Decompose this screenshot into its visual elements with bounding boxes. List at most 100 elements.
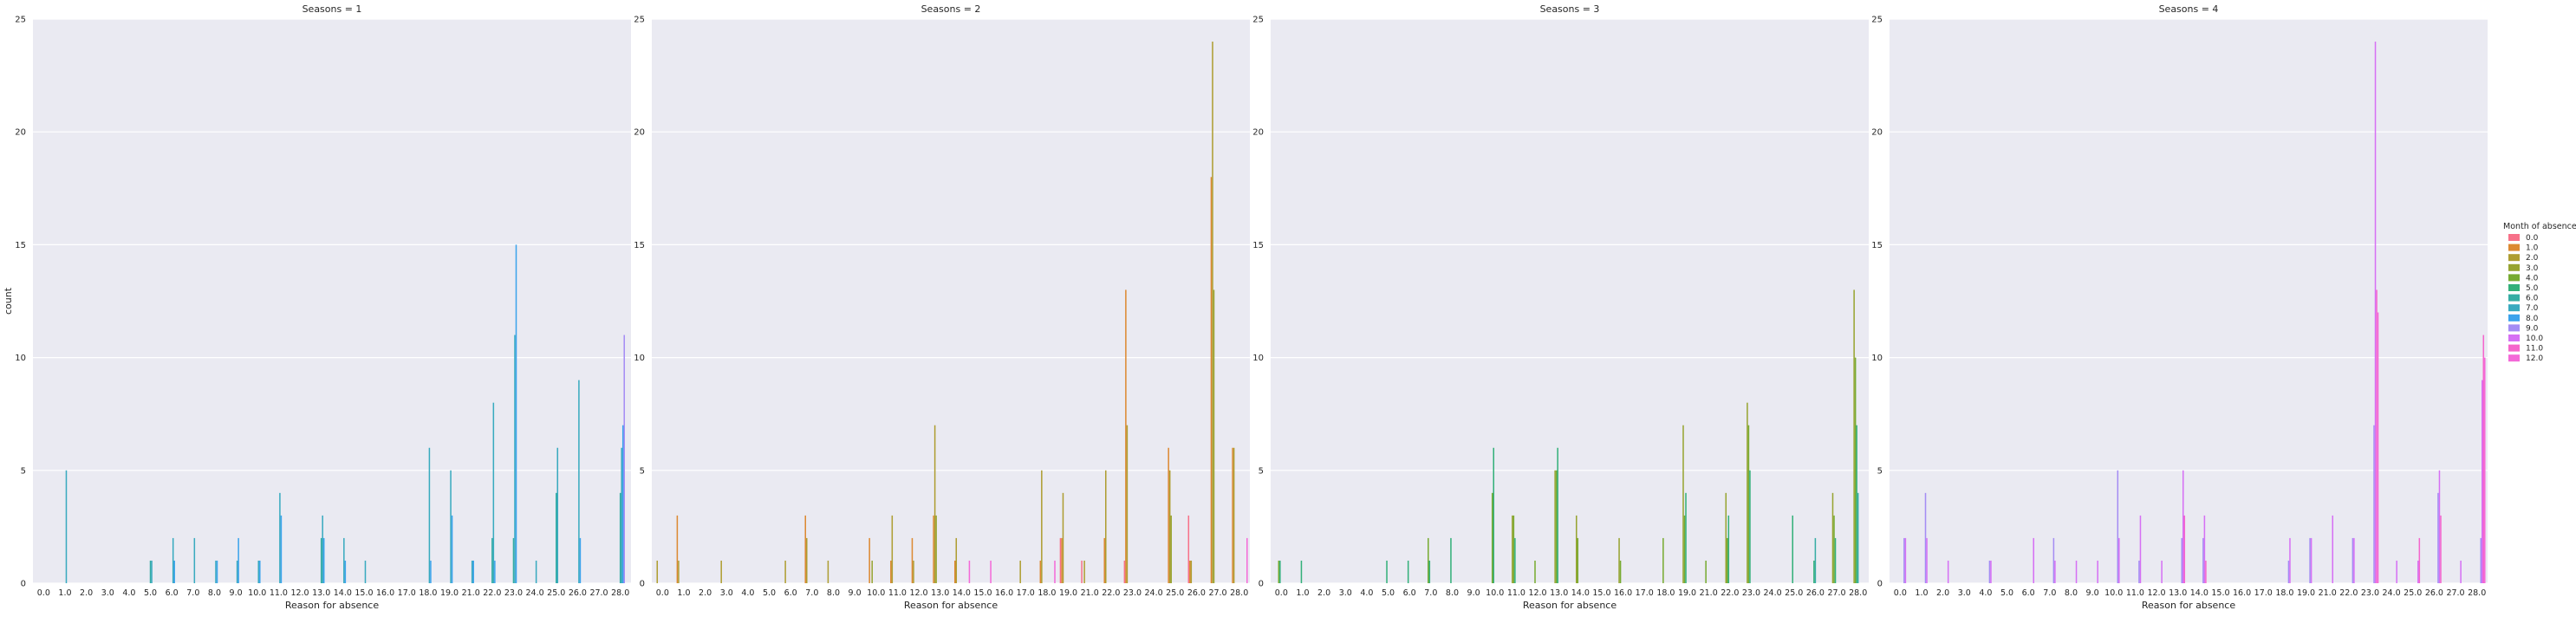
y-tick-label: 10	[1252, 354, 1264, 363]
x-tick-label: 14.0	[953, 588, 971, 598]
x-tick-label: 25.0	[2404, 588, 2422, 598]
bar	[1125, 289, 1127, 583]
y-tick-label: 10	[1871, 354, 1883, 363]
x-tick-label: 0.0	[656, 588, 669, 598]
x-tick-label: 26.0	[569, 588, 587, 598]
x-tick-label: 0.0	[37, 588, 50, 598]
x-tick-label: 6.0	[166, 588, 179, 598]
bar	[2310, 537, 2313, 583]
bar	[1813, 560, 1815, 583]
bar	[1232, 447, 1233, 583]
x-axis-label: Reason for absence	[904, 600, 998, 611]
bar	[1061, 537, 1063, 583]
plot-area	[33, 19, 631, 583]
x-tick-label: 6.0	[784, 588, 797, 598]
x-tick-label: 19.0	[1059, 588, 1077, 598]
bar	[1814, 537, 1817, 583]
bar	[2484, 357, 2486, 583]
x-tick-label: 7.0	[186, 588, 199, 598]
y-tick-label: 20	[15, 128, 26, 138]
bar	[1246, 537, 1248, 583]
x-tick-label: 26.0	[1806, 588, 1825, 598]
x-tick-label: 11.0	[1507, 588, 1525, 598]
facet-panel: 0 5 10 15 20 25 0.0 1.0 2.0 3.0 4.0 5.0 6.0 7.0 8.0 9.0…	[634, 3, 1250, 611]
bar	[556, 447, 559, 583]
bar	[2332, 515, 2334, 583]
y-tick-label: 0	[21, 580, 26, 589]
bar	[1857, 492, 1859, 583]
legend-label: 6.0	[2526, 295, 2539, 303]
legend-label: 0.0	[2526, 234, 2539, 243]
x-tick-label: 16.0	[995, 588, 1013, 598]
x-tick-label: 28.0	[2468, 588, 2486, 598]
legend-swatch	[2508, 354, 2520, 362]
bar	[1831, 492, 1834, 583]
bar	[512, 537, 515, 583]
bar	[2287, 560, 2290, 583]
y-tick-label: 15	[1871, 241, 1883, 250]
bar	[1903, 537, 1905, 583]
bar	[1512, 515, 1515, 583]
x-tick-label: 10.0	[2104, 588, 2123, 598]
x-tick-label: 27.0	[2446, 588, 2464, 598]
x-tick-label: 16.0	[376, 588, 394, 598]
bar	[430, 560, 432, 583]
x-tick-label: 28.0	[611, 588, 629, 598]
x-tick-label: 16.0	[1614, 588, 1632, 598]
bar	[1019, 560, 1021, 583]
x-tick-label: 16.0	[2233, 588, 2251, 598]
legend-label: 3.0	[2526, 264, 2539, 273]
bar	[1853, 289, 1855, 583]
x-tick-label: 27.0	[1827, 588, 1845, 598]
x-tick-label: 19.0	[1678, 588, 1696, 598]
bar	[1727, 515, 1730, 583]
bar	[216, 560, 218, 583]
bar	[215, 560, 217, 583]
x-tick-label: 11.0	[888, 588, 907, 598]
bar	[2118, 537, 2120, 583]
bar	[1924, 492, 1927, 583]
x-tick-label: 17.0	[398, 588, 416, 598]
bar	[890, 560, 892, 583]
x-tick-label: 9.0	[849, 588, 862, 598]
x-tick-label: 28.0	[1230, 588, 1248, 598]
bar	[2205, 560, 2207, 583]
bar	[1990, 560, 1992, 583]
x-tick-label: 1.0	[1915, 588, 1928, 598]
y-tick-label: 25	[1871, 16, 1883, 25]
bar	[1187, 515, 1190, 583]
bar	[364, 560, 367, 583]
bar	[868, 537, 870, 583]
bar	[173, 560, 175, 583]
x-tick-label: 7.0	[805, 588, 818, 598]
legend-label: 11.0	[2526, 345, 2543, 354]
bar	[2183, 515, 2186, 583]
x-tick-label: 13.0	[1550, 588, 1568, 598]
x-tick-label: 2.0	[699, 588, 712, 598]
bar	[955, 537, 958, 583]
x-tick-label: 5.0	[2000, 588, 2013, 598]
bar	[1212, 42, 1213, 584]
x-tick-label: 24.0	[2383, 588, 2401, 598]
bar	[2139, 515, 2142, 583]
bar	[2377, 312, 2379, 583]
bar	[2437, 492, 2439, 583]
bar	[1300, 560, 1303, 583]
x-tick-label: 18.0	[1656, 588, 1675, 598]
legend-label: 5.0	[2526, 284, 2539, 293]
x-axis-label: Reason for absence	[1523, 600, 1617, 611]
x-tick-label: 1.0	[58, 588, 71, 598]
bar	[2480, 537, 2482, 583]
bar	[1833, 515, 1835, 583]
bar	[1554, 470, 1556, 583]
x-tick-label: 27.0	[589, 588, 608, 598]
y-tick-label: 15	[634, 241, 645, 250]
bar	[1126, 425, 1129, 583]
x-tick-label: 10.0	[867, 588, 885, 598]
bar	[1792, 515, 1793, 583]
bar	[1168, 470, 1171, 583]
bar	[1491, 492, 1493, 583]
bar	[720, 560, 722, 583]
x-tick-label: 9.0	[230, 588, 243, 598]
x-tick-label: 14.0	[1571, 588, 1590, 598]
